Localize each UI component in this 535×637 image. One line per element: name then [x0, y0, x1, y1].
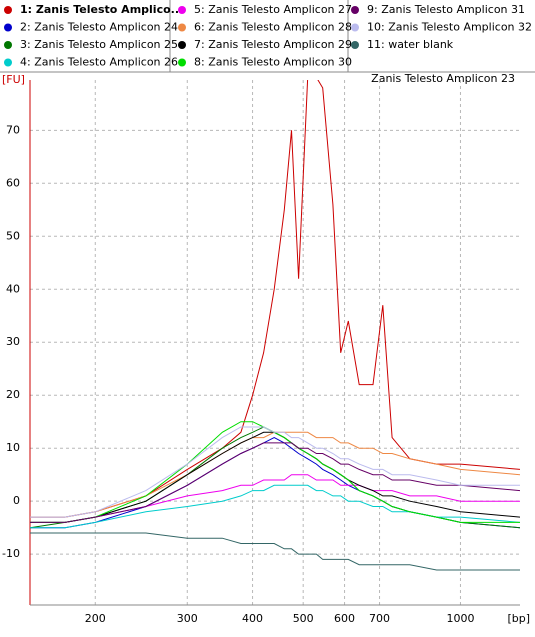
chart-title: Zanis Telesto Amplicon 23	[371, 72, 515, 85]
plot-lines	[30, 80, 520, 571]
legend-label: 7: Zanis Telesto Amplicon 29	[194, 38, 352, 51]
legend-marker	[351, 41, 359, 49]
legend-marker	[351, 6, 359, 14]
x-tick-label: 300	[177, 612, 198, 625]
series-line	[30, 426, 520, 518]
legend-label: 9: Zanis Telesto Amplicon 31	[367, 3, 525, 16]
y-tick-label: 20	[6, 388, 20, 401]
x-tick-label: 400	[242, 612, 263, 625]
legend-marker	[4, 23, 12, 32]
series-line	[30, 474, 520, 523]
y-tick-label: 70	[6, 123, 20, 136]
series-line	[30, 442, 520, 523]
legend-label: 8: Zanis Telesto Amplicon 30	[194, 56, 352, 69]
x-axis-label: [bp]	[507, 612, 530, 625]
legend-label: 4: Zanis Telesto Amplicon 26	[20, 56, 178, 69]
x-tick-label: 600	[334, 612, 355, 625]
legend-marker	[4, 41, 12, 49]
y-tick-label: 30	[6, 335, 20, 348]
legend-marker	[4, 58, 12, 67]
x-tick-label: 700	[369, 612, 390, 625]
legend-marker	[4, 6, 12, 14]
legend-marker	[178, 41, 186, 49]
legend-label: 5: Zanis Telesto Amplicon 27	[194, 3, 352, 16]
legend-label: 10: Zanis Telesto Amplicon 32	[367, 21, 532, 34]
series-line	[30, 80, 520, 518]
x-tick-label: 500	[293, 612, 314, 625]
legend-marker	[351, 23, 359, 32]
legend-label: 1: Zanis Telesto Amplico...	[20, 3, 183, 16]
legend-label: 11: water blank	[367, 38, 454, 51]
x-tick-label: 1000	[446, 612, 474, 625]
y-tick-label: 40	[6, 282, 20, 295]
y-tick-label: -10	[2, 547, 20, 560]
series-line	[30, 484, 520, 529]
series-line	[30, 532, 520, 571]
legend-label: 6: Zanis Telesto Amplicon 28	[194, 21, 352, 34]
y-tick-label: 60	[6, 176, 20, 189]
y-tick-label: 10	[6, 441, 20, 454]
series-line	[30, 421, 520, 523]
x-tick-label: 200	[85, 612, 106, 625]
legend-label: 2: Zanis Telesto Amplicon 24	[20, 21, 178, 34]
y-axis-label: [FU]	[2, 73, 25, 86]
legend-marker	[178, 58, 186, 67]
y-tick-label: 0	[13, 494, 20, 507]
legend-marker	[178, 6, 186, 14]
legend-panel	[0, 0, 535, 72]
legend-label: 3: Zanis Telesto Amplicon 25	[20, 38, 178, 51]
legend-marker	[178, 23, 186, 32]
y-tick-label: 50	[6, 229, 20, 242]
